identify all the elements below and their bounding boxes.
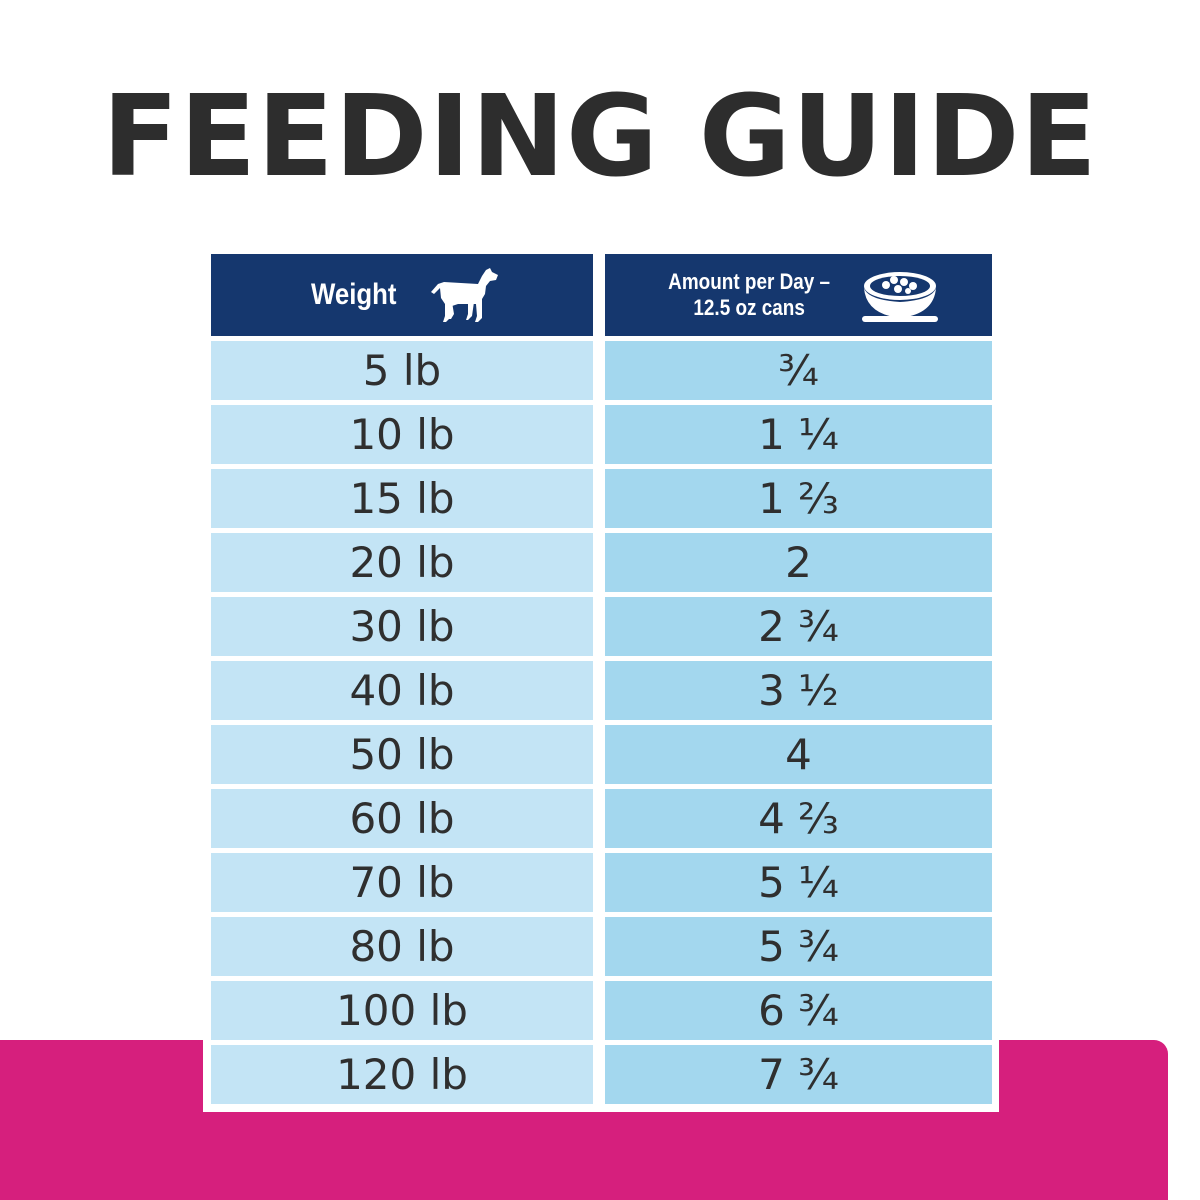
table-body: 5 lb ¾ 10 lb 1 ¼ 15 lb 1 ⅔ 20 lb 2 30 lb 2 ¾ 40 lb… — [211, 341, 992, 1104]
amount-cell: 7 ¾ — [605, 1045, 992, 1104]
table-row: 50 lb 4 — [211, 725, 992, 784]
amount-cell: 5 ¾ — [605, 917, 992, 976]
weight-cell: 5 lb — [211, 341, 593, 400]
weight-cell: 30 lb — [211, 597, 593, 656]
column-divider — [593, 254, 605, 1106]
weight-cell: 120 lb — [211, 1045, 593, 1104]
amount-cell: 2 — [605, 533, 992, 592]
amount-cell: ¾ — [605, 341, 992, 400]
table-row: 5 lb ¾ — [211, 341, 992, 400]
weight-column-header: Weight — [211, 254, 593, 336]
amount-cell: 2 ¾ — [605, 597, 992, 656]
weight-cell: 50 lb — [211, 725, 593, 784]
amount-cell: 1 ¼ — [605, 405, 992, 464]
table-header-row: Weight Amount per Day – 12.5 oz cans — [211, 254, 992, 336]
amount-cell: 3 ½ — [605, 661, 992, 720]
dog-icon — [430, 268, 498, 322]
weight-cell: 100 lb — [211, 981, 593, 1040]
feeding-table: Weight Amount per Day – 12.5 oz cans — [211, 254, 992, 1109]
table-row: 60 lb 4 ⅔ — [211, 789, 992, 848]
amount-cell: 4 ⅔ — [605, 789, 992, 848]
table-row: 30 lb 2 ¾ — [211, 597, 992, 656]
weight-cell: 20 lb — [211, 533, 593, 592]
weight-cell: 15 lb — [211, 469, 593, 528]
amount-cell: 5 ¼ — [605, 853, 992, 912]
weight-cell: 70 lb — [211, 853, 593, 912]
table-row: 120 lb 7 ¾ — [211, 1045, 992, 1104]
amount-cell: 6 ¾ — [605, 981, 992, 1040]
table-row: 80 lb 5 ¾ — [211, 917, 992, 976]
table-row: 40 lb 3 ½ — [211, 661, 992, 720]
table-row: 100 lb 6 ¾ — [211, 981, 992, 1040]
amount-cell: 1 ⅔ — [605, 469, 992, 528]
food-bowl-icon — [861, 272, 938, 322]
table-row: 10 lb 1 ¼ — [211, 405, 992, 464]
amount-header-line2: 12.5 oz cans — [693, 295, 806, 320]
weight-cell: 10 lb — [211, 405, 593, 464]
page-title: FEEDING GUIDE — [102, 72, 1098, 202]
amount-cell: 4 — [605, 725, 992, 784]
weight-cell: 60 lb — [211, 789, 593, 848]
table-row: 20 lb 2 — [211, 533, 992, 592]
amount-header-line1: Amount per Day – — [668, 269, 831, 294]
weight-header-label: Weight — [311, 278, 397, 311]
weight-cell: 80 lb — [211, 917, 593, 976]
weight-cell: 40 lb — [211, 661, 593, 720]
table-row: 15 lb 1 ⅔ — [211, 469, 992, 528]
table-row: 70 lb 5 ¼ — [211, 853, 992, 912]
amount-column-header: Amount per Day – 12.5 oz cans — [605, 254, 992, 336]
